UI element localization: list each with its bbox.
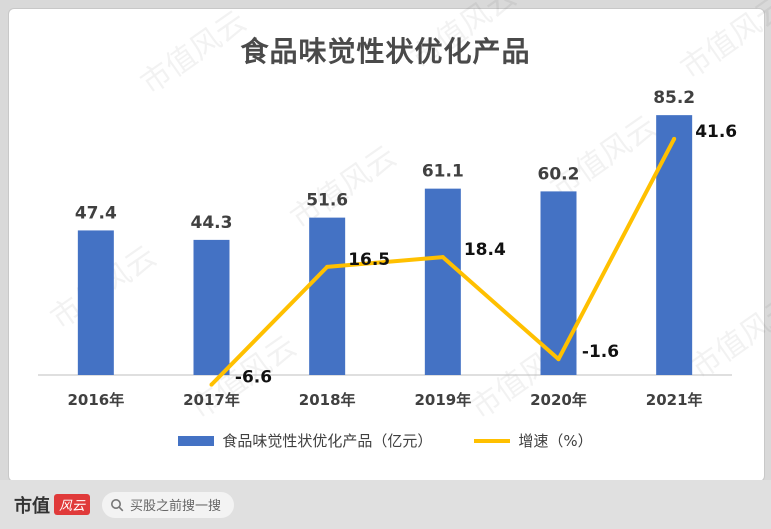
brand-logo: 风云 (54, 494, 91, 515)
watermark-text: 市值风云 (405, 0, 523, 77)
bar (540, 191, 577, 375)
watermark-text: 市值风云 (135, 4, 253, 101)
chart-legend: 食品味觉性状优化产品（亿元） 增速（%） (0, 430, 771, 451)
line-value-label: 41.6 (695, 122, 737, 142)
x-tick-labels: 2016年 2017年 2018年 2019年 2020年 2021年 (67, 391, 702, 409)
line-point (440, 255, 445, 260)
x-tick-label: 2020年 (530, 391, 587, 409)
bar-value-label: 47.4 (75, 203, 117, 223)
line-point (556, 357, 561, 362)
brand: 市值 风云 (14, 492, 91, 518)
chart-title: 食品味觉性状优化产品 (240, 35, 531, 68)
watermark-text: 市值风云 (685, 289, 771, 386)
brand-name: 市值 (14, 495, 50, 517)
line-value-label: -1.6 (582, 342, 619, 362)
bar (424, 188, 461, 375)
legend-item-line: 增速（%） (474, 430, 593, 451)
x-tick-label: 2016年 (67, 391, 124, 409)
x-tick-label: 2019年 (414, 391, 471, 409)
chart-plot: 市值风云市值风云市值风云市值风云市值风云市值风云市值风云市值风云市值风云 47.… (38, 0, 771, 427)
watermark-text: 市值风云 (675, 0, 771, 87)
line-point (672, 136, 677, 141)
legend-item-bars: 食品味觉性状优化产品（亿元） (178, 430, 432, 451)
bar-value-label: 61.1 (422, 162, 464, 182)
bar-value-label: 85.2 (653, 88, 695, 108)
line-point (209, 382, 214, 387)
chart-card (8, 8, 765, 482)
line-point (325, 264, 330, 269)
bar (77, 230, 114, 375)
search-icon (111, 498, 124, 511)
x-tick-label: 2018年 (299, 391, 356, 409)
x-tick-label: 2021年 (646, 391, 703, 409)
line-value-label: -6.6 (235, 368, 272, 388)
line-data-labels: -6.6 16.5 18.4 -1.6 41.6 (235, 122, 737, 388)
legend-label-line: 增速（%） (518, 432, 593, 450)
footer-bar: 市值 风云 买股之前搜一搜 (0, 480, 771, 529)
bar-value-label: 51.6 (306, 191, 348, 211)
search-placeholder: 买股之前搜一搜 (130, 499, 222, 514)
line-value-label: 16.5 (348, 250, 390, 270)
legend-swatch-line (474, 438, 511, 443)
legend-swatch-bar (178, 435, 215, 446)
search-box[interactable]: 买股之前搜一搜 (102, 491, 235, 518)
bar (193, 239, 230, 375)
line-series (209, 136, 677, 387)
x-tick-label: 2017年 (183, 391, 240, 409)
bar-data-labels: 47.4 44.3 51.6 61.1 60.2 85.2 (75, 88, 695, 233)
legend-label-bars: 食品味觉性状优化产品（亿元） (222, 432, 433, 450)
bar (656, 115, 693, 375)
bar-value-label: 44.3 (191, 213, 233, 233)
bar (309, 217, 346, 375)
line-value-label: 18.4 (464, 240, 506, 260)
bar-value-label: 60.2 (538, 164, 580, 184)
